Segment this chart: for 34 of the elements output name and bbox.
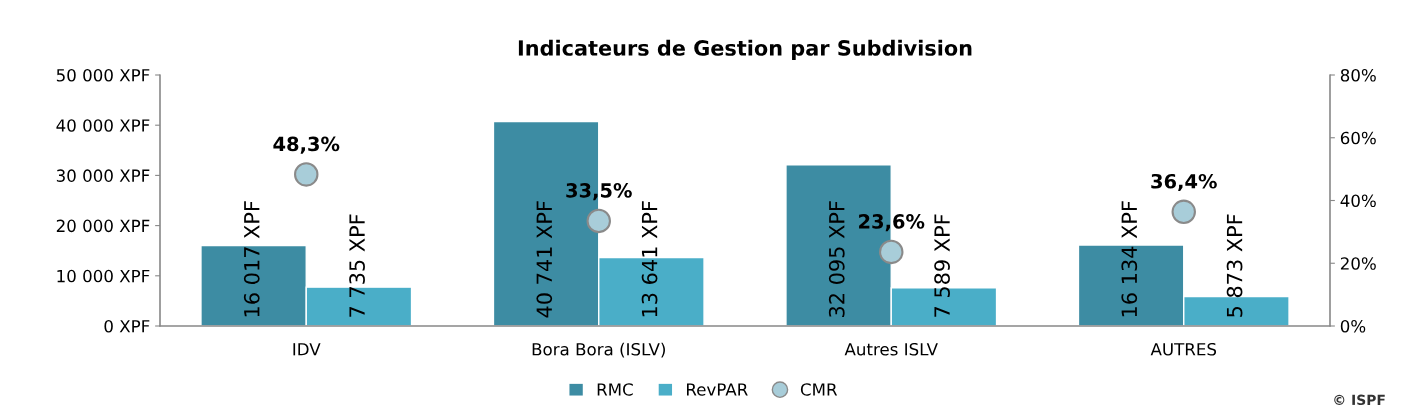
- data-label: 16 017 XPF: [243, 201, 260, 317]
- chart-title: Indicateurs de Gestion par Subdivision: [518, 39, 972, 60]
- legend-label: RMC: [597, 383, 633, 396]
- x-tick-label: AUTRES: [1150, 342, 1217, 356]
- data-label: 48,3%: [273, 136, 340, 154]
- y-tick-label: 40 000 XPF: [56, 119, 150, 132]
- point: [586, 208, 611, 234]
- x-tick-label: Bora Bora (ISLV): [532, 342, 665, 358]
- data-label: 36,4%: [1151, 173, 1217, 192]
- y2-tick-label: 20%: [1340, 257, 1376, 270]
- legend-label: CMR: [800, 383, 838, 396]
- y-tick-label: 50 000 XPF: [56, 68, 150, 82]
- y-tick-label: 20 000 XPF: [56, 219, 150, 233]
- x-tick-label: IDV: [293, 343, 321, 356]
- text: © ISPF: [1334, 394, 1385, 406]
- data-label: 5 873 XPF: [1226, 214, 1243, 317]
- data-label: 16 134 XPF: [1121, 201, 1138, 317]
- data-label: 13 641 XPF: [641, 201, 658, 317]
- y2-tick-label: 80%: [1340, 68, 1376, 82]
- y-tick-label: 10 000 XPF: [57, 269, 150, 283]
- data-label: 7 735 XPF: [349, 214, 365, 317]
- x-tick-label: Autres ISLV: [844, 342, 938, 356]
- y2-tick-label: 40%: [1340, 194, 1376, 208]
- y2-tick-label: 0%: [1340, 319, 1366, 333]
- data-label: 32 095 XPF: [828, 201, 845, 317]
- point: [1171, 199, 1196, 225]
- point: [879, 239, 904, 265]
- data-label: 40 741 XPF: [536, 201, 553, 318]
- y-tick-label: 30 000 XPF: [56, 169, 150, 182]
- legend-label: RevPAR: [687, 383, 748, 396]
- y-tick-label: 0 XPF: [104, 319, 150, 333]
- y2-tick-label: 60%: [1340, 131, 1376, 145]
- point: [294, 162, 319, 187]
- data-label: 7 589 XPF: [934, 214, 950, 317]
